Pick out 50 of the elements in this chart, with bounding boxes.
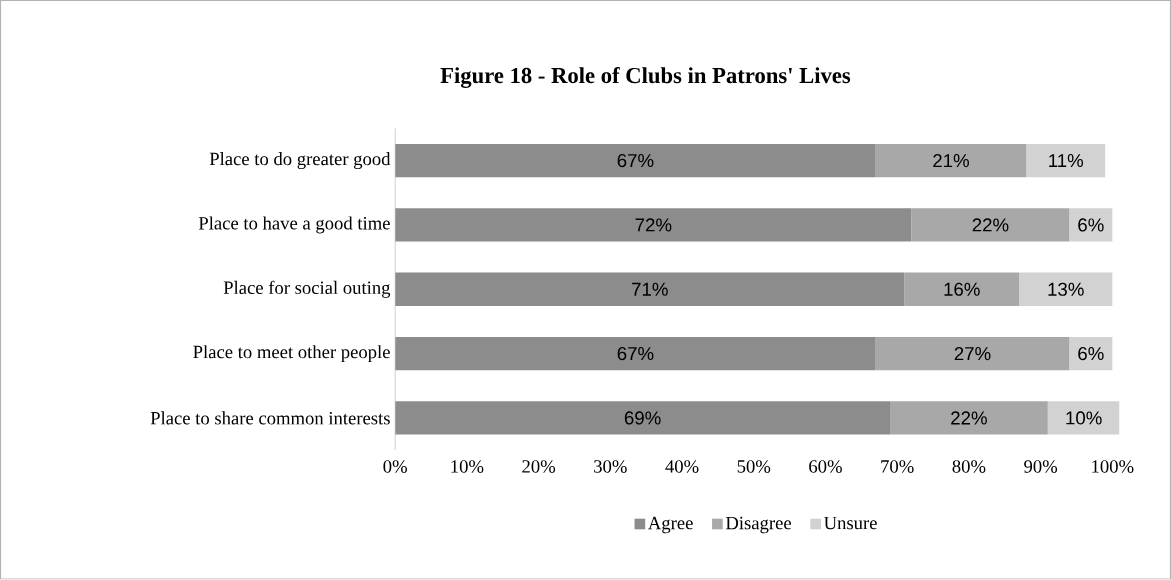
data-label: 22%: [951, 411, 987, 425]
y-tick-label: Place to share common interests: [150, 411, 390, 425]
bar: [395, 144, 876, 178]
y-tick-label: Place for social outing: [223, 280, 391, 299]
y-tick-label: Place to do greater good: [209, 152, 391, 170]
bar: [1026, 144, 1106, 178]
data-label: 71%: [632, 282, 668, 297]
bar: [1047, 401, 1120, 435]
bar: [904, 272, 1020, 307]
data-label: 6%: [1078, 218, 1104, 232]
x-tick-label: 40%: [665, 460, 699, 474]
data-label: 16%: [944, 282, 980, 297]
bar: [911, 208, 1070, 242]
data-label: 72%: [635, 218, 672, 232]
legend-label: Agree: [648, 517, 693, 534]
x-tick-label: 100%: [1092, 460, 1134, 474]
x-tick-label: 50%: [737, 460, 771, 474]
data-label: 21%: [933, 154, 969, 168]
chart-title: Figure 18 - Role of Clubs in Patrons' Lives: [440, 67, 851, 89]
data-label: 6%: [1078, 347, 1104, 361]
y-tick-label: Place to meet other people: [193, 345, 390, 363]
data-label: 13%: [1048, 282, 1084, 297]
data-label: 27%: [954, 347, 991, 361]
data-label: 10%: [1066, 411, 1102, 425]
data-label: 11%: [1049, 154, 1084, 168]
bar: [395, 337, 876, 371]
x-tick-label: 10%: [451, 460, 484, 474]
data-label: 69%: [624, 411, 661, 425]
bar: [395, 208, 912, 242]
bar: [395, 401, 891, 435]
bar: [875, 337, 1070, 371]
legend-label: Disagree: [725, 517, 792, 534]
bar: [395, 272, 905, 307]
x-tick-label: 70%: [881, 460, 914, 474]
x-tick-label: 80%: [952, 460, 986, 474]
bar: [890, 401, 1048, 435]
bar: [1069, 208, 1113, 242]
data-label: 22%: [972, 218, 1009, 232]
x-tick-label: 20%: [522, 460, 556, 474]
x-tick-label: 30%: [594, 460, 627, 474]
x-tick-label: 60%: [809, 460, 842, 474]
bar: [1019, 272, 1113, 307]
x-tick-label: 90%: [1024, 460, 1058, 474]
x-tick-label: 0%: [383, 460, 407, 474]
data-label: 67%: [617, 154, 654, 168]
data-label: 67%: [617, 347, 654, 361]
bar: [875, 144, 1027, 178]
legend-label: Unsure: [824, 517, 877, 530]
bar: [1069, 337, 1113, 371]
y-tick-label: Place to have a good time: [198, 216, 390, 234]
